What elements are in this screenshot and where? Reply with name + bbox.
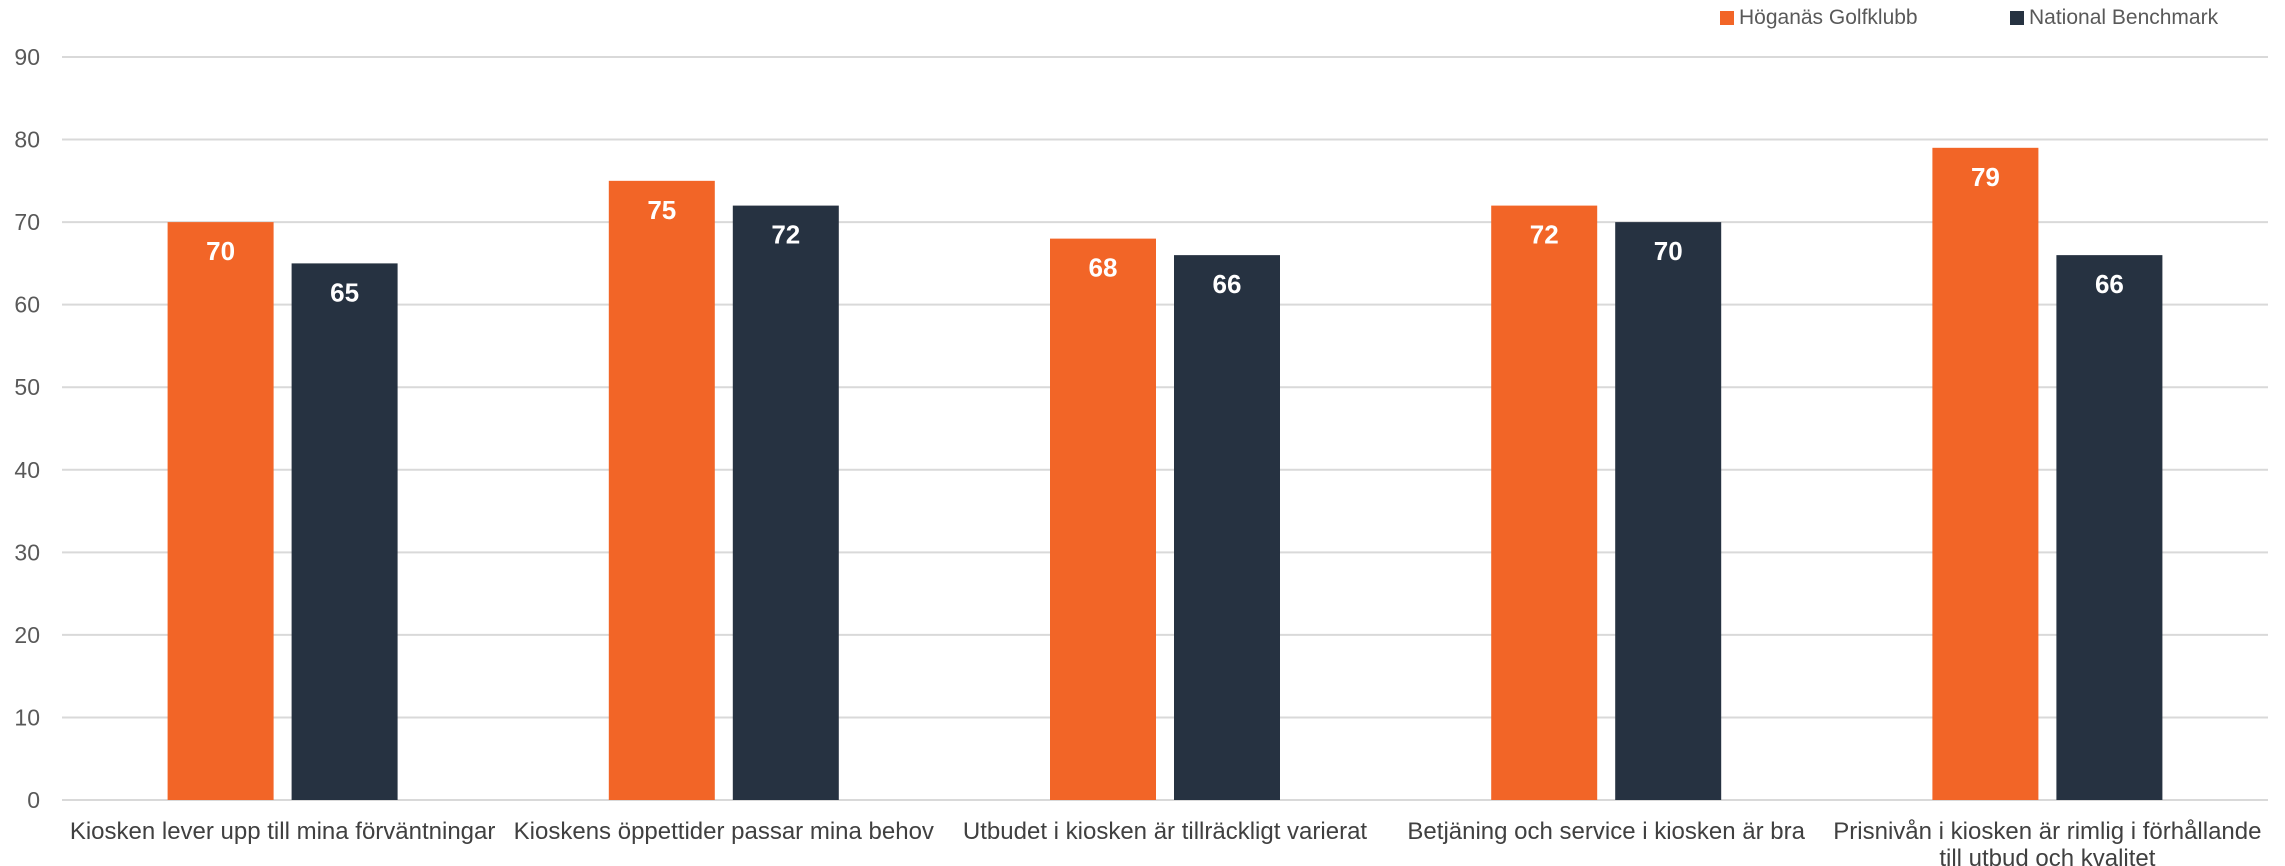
bar (1174, 255, 1280, 801)
legend-label-series-2: National Benchmark (2029, 6, 2219, 29)
x-tick-label: till utbud och kvalitet (1939, 845, 2155, 866)
bar (1491, 205, 1598, 801)
x-tick-label: Kiosken lever upp till mina förväntninga… (70, 818, 496, 845)
y-tick-label: 20 (14, 622, 40, 648)
legend: Höganäs Golfklubb National Benchmark (1720, 6, 2218, 30)
y-tick-label: 50 (14, 374, 40, 400)
y-tick-label: 80 (14, 127, 40, 153)
y-tick-label: 30 (14, 539, 40, 565)
data-label: 66 (1213, 269, 1242, 299)
bar (1932, 147, 2039, 801)
bar (2056, 255, 2163, 801)
x-tick-label: Prisnivån i kiosken är rimlig i förhålla… (1833, 818, 2261, 845)
data-label: 68 (1089, 253, 1118, 283)
y-tick-label: 90 (14, 44, 40, 70)
y-tick-label: 10 (14, 704, 40, 730)
data-label: 79 (1971, 162, 2000, 192)
bar (732, 205, 839, 801)
legend-swatch-series-2 (2010, 11, 2024, 25)
bar (608, 180, 715, 801)
bar (291, 263, 398, 800)
legend-item-series-2: National Benchmark (2010, 6, 2218, 30)
y-tick-label: 0 (27, 787, 40, 813)
x-tick-label: Utbudet i kiosken är tillräckligt varier… (963, 818, 1367, 845)
data-label: 72 (771, 220, 800, 250)
data-label: 65 (330, 277, 359, 307)
x-tick-label: Kioskens öppettider passar mina behov (514, 818, 934, 845)
y-tick-label: 60 (14, 292, 40, 318)
bar (1615, 222, 1722, 801)
data-label: 70 (206, 236, 235, 266)
data-label: 75 (647, 195, 676, 225)
legend-label-series-1: Höganäs Golfklubb (1739, 6, 1918, 29)
bar (1050, 238, 1156, 801)
bar (167, 222, 274, 801)
data-label: 72 (1530, 220, 1559, 250)
legend-swatch-series-1 (1720, 11, 1734, 25)
y-tick-label: 40 (14, 457, 40, 483)
data-label: 70 (1654, 236, 1683, 266)
y-tick-label: 70 (14, 209, 40, 235)
legend-item-series-1: Höganäs Golfklubb (1720, 6, 2010, 30)
data-label: 66 (2095, 269, 2124, 299)
x-tick-label: Betjäning och service i kiosken är bra (1407, 818, 1805, 845)
